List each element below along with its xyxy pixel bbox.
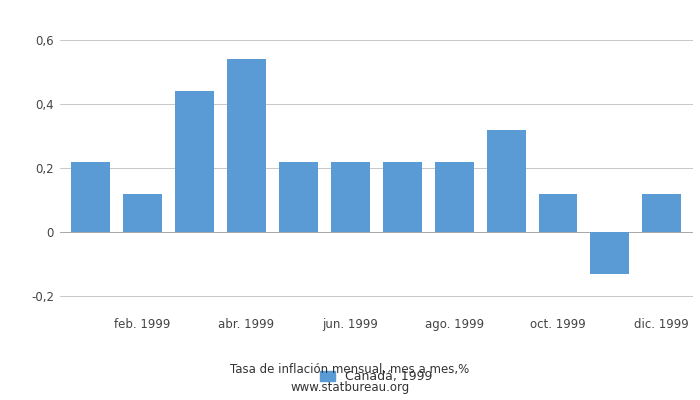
Text: Tasa de inflación mensual, mes a mes,%: Tasa de inflación mensual, mes a mes,% bbox=[230, 364, 470, 376]
Text: www.statbureau.org: www.statbureau.org bbox=[290, 382, 410, 394]
Bar bbox=[383, 162, 421, 232]
Bar bbox=[175, 91, 214, 232]
Bar bbox=[590, 232, 629, 274]
Legend: Canadá, 1999: Canadá, 1999 bbox=[320, 370, 433, 383]
Bar bbox=[123, 194, 162, 232]
Bar bbox=[538, 194, 578, 232]
Bar bbox=[643, 194, 681, 232]
Bar bbox=[279, 162, 318, 232]
Bar bbox=[435, 162, 474, 232]
Bar bbox=[71, 162, 110, 232]
Bar bbox=[331, 162, 370, 232]
Bar bbox=[486, 130, 526, 232]
Bar bbox=[227, 59, 266, 232]
